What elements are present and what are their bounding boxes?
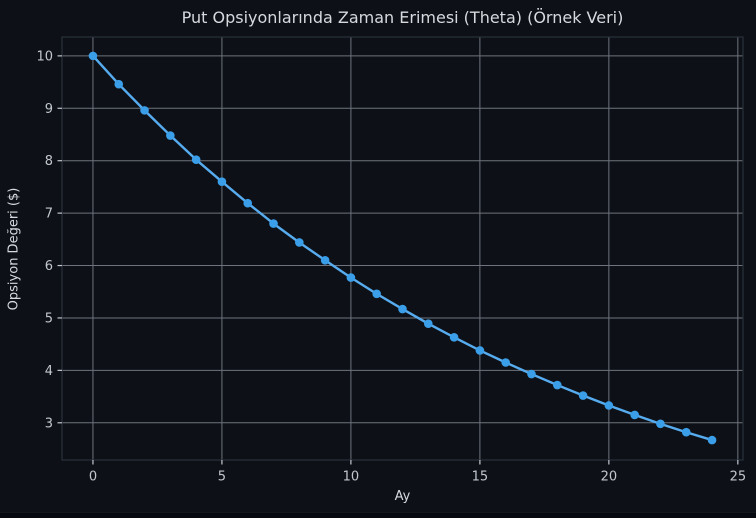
data-point [423,319,433,329]
y-tick-label: 7 [45,207,53,222]
data-point [88,51,98,61]
x-tick-label: 25 [730,470,747,485]
data-point [217,177,227,186]
data-point [707,435,717,445]
x-tick-label: 0 [89,470,97,485]
window-edge-strip [0,512,756,518]
data-point [191,155,201,164]
y-tick-label: 8 [45,154,53,169]
data-point [475,346,485,355]
x-axis-label: Ay [394,489,411,504]
y-tick-label: 10 [36,49,53,64]
data-point [578,391,588,400]
data-point [346,273,356,282]
x-tick-label: 20 [601,470,618,485]
y-tick-label: 5 [45,311,53,326]
y-tick-label: 9 [45,102,53,117]
chart-title: Put Opsiyonlarında Zaman Erimesi (Theta)… [181,8,624,27]
data-point [552,380,562,390]
data-point [140,106,149,115]
x-tick-label: 5 [218,470,226,485]
series-line [91,54,714,442]
data-point [269,219,278,228]
x-tick-label: 10 [343,470,360,485]
data-point [243,198,253,208]
plot-spines [61,36,744,461]
data-point [449,333,459,342]
data-point [501,358,510,367]
data-point [527,369,536,379]
y-tick-label: 6 [45,259,53,274]
y-tick-label: 4 [45,364,53,379]
x-tick-label: 15 [472,470,489,485]
data-point [166,131,175,140]
data-point [398,304,407,314]
data-point [681,427,691,437]
data-point [604,401,614,410]
data-point [320,255,330,265]
data-point [656,419,665,429]
y-tick-label: 3 [45,416,53,431]
data-point [114,79,124,89]
data-point [295,238,304,247]
data-point [372,289,382,299]
data-point [630,410,639,420]
